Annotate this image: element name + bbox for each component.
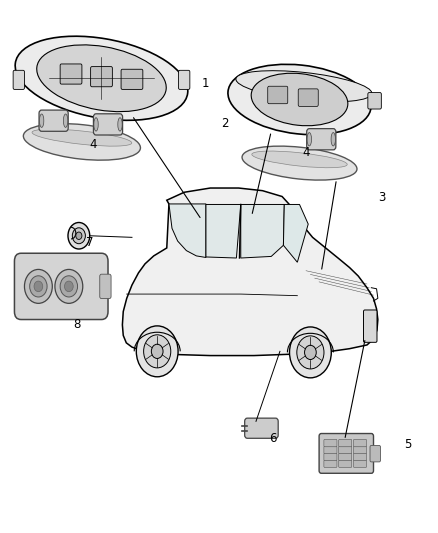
FancyBboxPatch shape	[368, 93, 381, 109]
FancyBboxPatch shape	[93, 114, 123, 135]
FancyBboxPatch shape	[339, 446, 352, 454]
Polygon shape	[241, 205, 284, 258]
Text: 4: 4	[89, 138, 96, 151]
FancyBboxPatch shape	[319, 433, 374, 473]
Circle shape	[144, 335, 171, 368]
FancyBboxPatch shape	[324, 446, 337, 454]
Text: 7: 7	[86, 236, 94, 249]
Circle shape	[55, 269, 83, 303]
Text: 2: 2	[221, 117, 229, 130]
Circle shape	[304, 345, 316, 360]
FancyBboxPatch shape	[13, 70, 25, 90]
Circle shape	[25, 269, 52, 303]
Ellipse shape	[15, 36, 188, 120]
FancyBboxPatch shape	[364, 310, 377, 342]
Text: 5: 5	[404, 438, 411, 450]
FancyBboxPatch shape	[353, 460, 367, 467]
FancyBboxPatch shape	[370, 446, 381, 462]
Ellipse shape	[251, 73, 348, 126]
Polygon shape	[122, 188, 378, 356]
Circle shape	[68, 222, 90, 249]
Circle shape	[76, 232, 82, 239]
Text: 3: 3	[378, 191, 385, 204]
FancyBboxPatch shape	[339, 453, 352, 461]
Ellipse shape	[23, 124, 141, 160]
Ellipse shape	[252, 151, 347, 168]
Polygon shape	[169, 204, 206, 257]
Circle shape	[34, 281, 43, 292]
FancyBboxPatch shape	[353, 453, 367, 461]
FancyBboxPatch shape	[14, 253, 108, 319]
Ellipse shape	[39, 114, 44, 127]
FancyBboxPatch shape	[245, 418, 278, 438]
Circle shape	[297, 336, 324, 369]
FancyBboxPatch shape	[307, 128, 336, 150]
Ellipse shape	[64, 114, 68, 127]
Circle shape	[60, 276, 78, 297]
FancyBboxPatch shape	[39, 110, 68, 131]
Ellipse shape	[118, 118, 122, 131]
FancyBboxPatch shape	[60, 64, 82, 84]
FancyBboxPatch shape	[339, 460, 352, 467]
FancyBboxPatch shape	[324, 439, 337, 447]
Ellipse shape	[307, 133, 311, 146]
Ellipse shape	[242, 146, 357, 180]
Circle shape	[64, 281, 73, 292]
Text: 6: 6	[269, 432, 276, 446]
FancyBboxPatch shape	[91, 67, 113, 87]
FancyBboxPatch shape	[353, 446, 367, 454]
Ellipse shape	[331, 133, 336, 146]
FancyBboxPatch shape	[353, 439, 367, 447]
Ellipse shape	[37, 45, 166, 111]
Circle shape	[30, 276, 47, 297]
FancyBboxPatch shape	[324, 460, 337, 467]
Polygon shape	[206, 205, 241, 258]
Ellipse shape	[236, 71, 372, 102]
Ellipse shape	[94, 118, 98, 131]
FancyBboxPatch shape	[100, 274, 111, 298]
Text: 4: 4	[302, 146, 310, 159]
Ellipse shape	[228, 64, 371, 135]
FancyBboxPatch shape	[268, 86, 288, 104]
Circle shape	[72, 228, 85, 244]
Circle shape	[290, 327, 331, 378]
Ellipse shape	[32, 129, 132, 146]
Text: 8: 8	[73, 318, 81, 332]
FancyBboxPatch shape	[179, 70, 190, 90]
FancyBboxPatch shape	[121, 69, 143, 90]
FancyBboxPatch shape	[339, 439, 352, 447]
Circle shape	[152, 344, 163, 359]
Polygon shape	[283, 205, 308, 262]
FancyBboxPatch shape	[324, 453, 337, 461]
Text: 1: 1	[201, 77, 209, 90]
Circle shape	[136, 326, 178, 377]
FancyBboxPatch shape	[298, 89, 318, 107]
